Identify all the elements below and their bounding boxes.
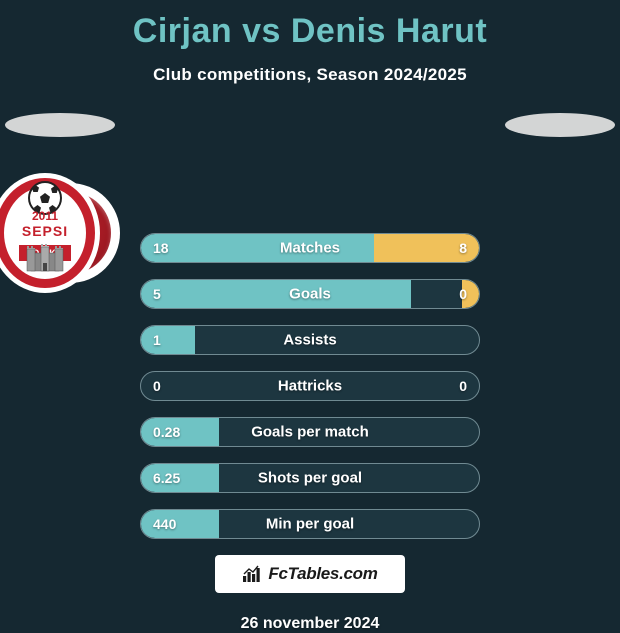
sepsi-year: 2011 [32, 209, 58, 223]
page-title: Cirjan vs Denis Harut [0, 0, 620, 51]
stat-label: Goals per match [251, 424, 369, 441]
stat-fill-left [141, 280, 411, 308]
player-left-shadow [5, 113, 115, 137]
brand-badge[interactable]: FcTables.com [215, 555, 405, 593]
stat-value-right: 8 [459, 240, 467, 256]
stat-row: 1 Assists [140, 325, 480, 355]
stat-value-left: 5 [153, 286, 161, 302]
stat-value-left: 0 [153, 378, 161, 394]
stat-row: 6.25 Shots per goal [140, 463, 480, 493]
stat-row: 5 Goals 0 [140, 279, 480, 309]
stat-label: Matches [280, 240, 340, 257]
sepsi-name: SEPSI [22, 223, 68, 239]
stat-label: Min per goal [266, 516, 354, 533]
date-text: 26 november 2024 [0, 615, 620, 633]
sepsi-ring: 2011 SEPSI OSK [0, 178, 95, 288]
stat-value-left: 0.28 [153, 424, 180, 440]
stat-row: 0 Hattricks 0 [140, 371, 480, 401]
stat-row: 440 Min per goal [140, 509, 480, 539]
stat-row: 18 Matches 8 [140, 233, 480, 263]
page-subtitle: Club competitions, Season 2024/2025 [0, 65, 620, 85]
brand-text: FcTables.com [268, 564, 377, 584]
brand-bars-icon [242, 565, 264, 583]
stat-label: Goals [289, 286, 331, 303]
stat-label: Assists [283, 332, 336, 349]
stat-value-right: 0 [459, 378, 467, 394]
stat-row: 0.28 Goals per match [140, 417, 480, 447]
stat-value-left: 6.25 [153, 470, 180, 486]
stat-value-left: 1 [153, 332, 161, 348]
stats-column: 18 Matches 8 5 Goals 0 1 Assists 0 Hattricks 0 0.28… [140, 233, 480, 539]
player-right-shadow [505, 113, 615, 137]
castle-icon [25, 241, 65, 273]
stat-value-left: 18 [153, 240, 169, 256]
stat-value-left: 440 [153, 516, 176, 532]
stat-label: Hattricks [278, 378, 342, 395]
stat-fill-left [141, 326, 195, 354]
stat-value-right: 0 [459, 286, 467, 302]
stat-label: Shots per goal [258, 470, 362, 487]
comparison-area: DINAMO 1948 2011 SEPSI OSK [0, 113, 620, 539]
